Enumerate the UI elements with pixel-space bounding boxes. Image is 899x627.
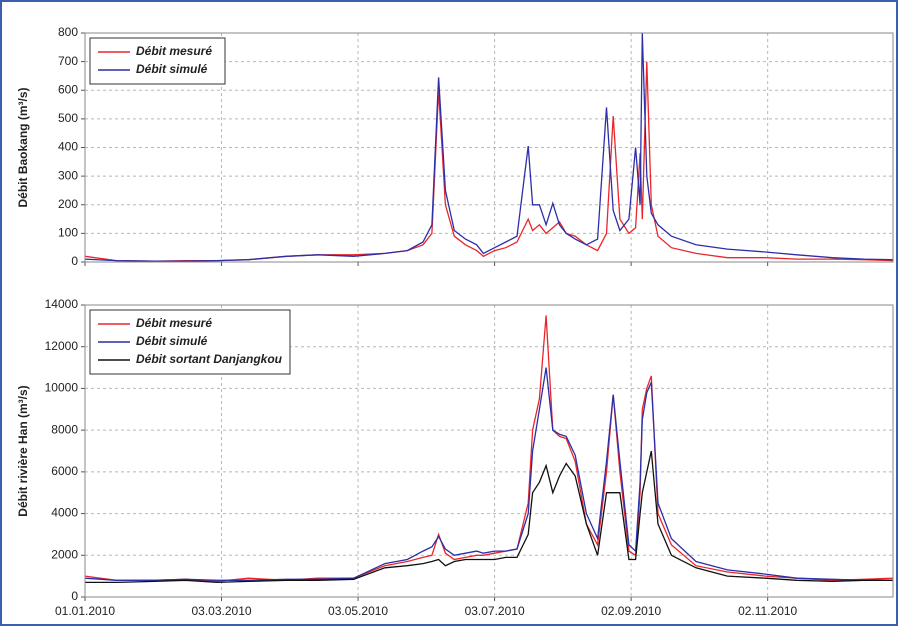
plot-border xyxy=(84,304,894,598)
y-tick-label: 6000 xyxy=(51,464,78,478)
y-tick-label: 8000 xyxy=(51,422,78,436)
x-tick-label: 03.03.2010 xyxy=(192,604,252,618)
legend-label: Débit simulé xyxy=(136,62,208,76)
y-tick-label: 2000 xyxy=(51,547,78,561)
y-tick-label: 300 xyxy=(58,168,78,182)
x-tick-label: 01.01.2010 xyxy=(55,604,115,618)
y-tick-label: 12000 xyxy=(45,339,79,353)
y-tick-label: 10000 xyxy=(45,381,79,395)
legend-label: Débit sortant Danjangkou xyxy=(136,352,283,366)
data-line xyxy=(84,32,894,262)
y-tick-label: 14000 xyxy=(45,297,79,311)
y-tick-label: 800 xyxy=(58,25,78,39)
y-tick-label: 700 xyxy=(58,54,78,68)
data-line xyxy=(84,61,894,262)
y-tick-label: 0 xyxy=(71,254,78,268)
x-tick-label: 03.05.2010 xyxy=(328,604,388,618)
data-line xyxy=(84,367,893,581)
y-tick-label: 0 xyxy=(71,589,78,603)
y-axis-label: Débit rivière Han (m³/s) xyxy=(16,385,30,516)
x-tick-label: 02.09.2010 xyxy=(601,604,661,618)
y-tick-label: 200 xyxy=(58,197,78,211)
plot-border xyxy=(84,32,894,263)
y-tick-label: 4000 xyxy=(51,506,78,520)
data-line xyxy=(85,450,893,584)
x-tick-label: 02.11.2010 xyxy=(738,604,797,618)
legend-box xyxy=(89,37,226,85)
legend-label: Débit mesuré xyxy=(136,44,212,58)
legend-label: Débit simulé xyxy=(136,334,208,348)
y-tick-label: 600 xyxy=(58,82,78,96)
x-tick-label: 03.07.2010 xyxy=(465,604,525,618)
y-tick-label: 400 xyxy=(58,140,78,154)
y-tick-label: 500 xyxy=(58,111,78,125)
legend-label: Débit mesuré xyxy=(136,316,212,330)
y-axis-label: Débit Baokang (m³/s) xyxy=(16,87,30,207)
y-tick-label: 100 xyxy=(58,226,78,240)
legend-box xyxy=(89,309,291,375)
